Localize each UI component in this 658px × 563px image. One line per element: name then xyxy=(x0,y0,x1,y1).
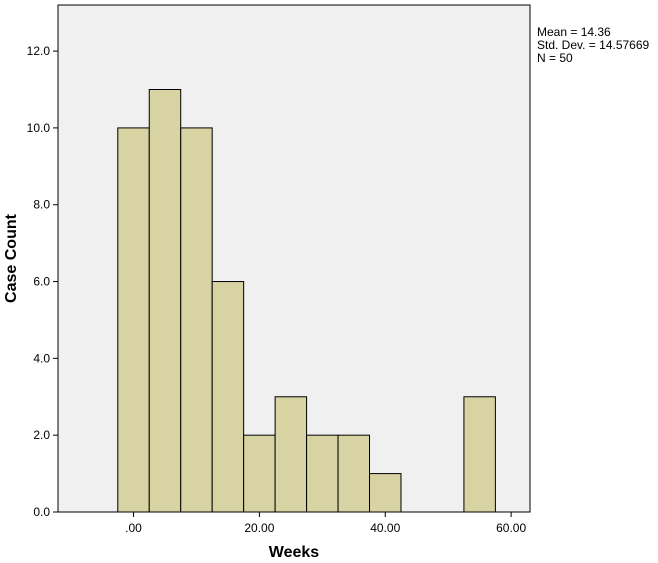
y-tick-label: 0.0 xyxy=(33,505,50,519)
y-tick-label: 12.0 xyxy=(27,44,51,58)
histogram-bar xyxy=(180,127,213,513)
histogram-bar xyxy=(211,281,245,513)
axes-layer: 0.0 2.0 4.0 6.0 8.0 10.0 12.0 .00 20.00 40.00 60.0… xyxy=(27,44,527,535)
x-axis-title: Weeks xyxy=(269,544,320,561)
histogram-bar xyxy=(463,396,496,513)
y-tick-label: 4.0 xyxy=(33,351,50,365)
y-tick-label: 6.0 xyxy=(33,275,50,289)
stats-mean: Mean = 14.36 xyxy=(537,25,611,39)
bars-layer xyxy=(117,89,496,513)
stats-n: N = 50 xyxy=(537,51,573,65)
y-tick-label: 8.0 xyxy=(33,198,50,212)
y-axis-title: Case Count xyxy=(3,213,20,303)
x-tick-label: .00 xyxy=(125,521,142,535)
histogram-bar xyxy=(243,434,276,513)
y-tick-label: 2.0 xyxy=(33,428,50,442)
histogram-bar xyxy=(369,473,402,513)
histogram-bar xyxy=(337,434,371,513)
histogram-bar xyxy=(306,434,339,513)
histogram-bar xyxy=(148,89,182,513)
histogram-bar xyxy=(117,127,150,513)
stats-std-dev: Std. Dev. = 14.57669 xyxy=(537,38,650,52)
y-tick-label: 10.0 xyxy=(27,121,51,135)
x-tick-label: 60.00 xyxy=(496,521,526,535)
stats-legend: Mean = 14.36 Std. Dev. = 14.57669 N = 50 xyxy=(537,26,649,65)
x-tick-label: 20.00 xyxy=(244,521,274,535)
x-tick-label: 40.00 xyxy=(370,521,400,535)
histogram-bar xyxy=(274,396,308,513)
